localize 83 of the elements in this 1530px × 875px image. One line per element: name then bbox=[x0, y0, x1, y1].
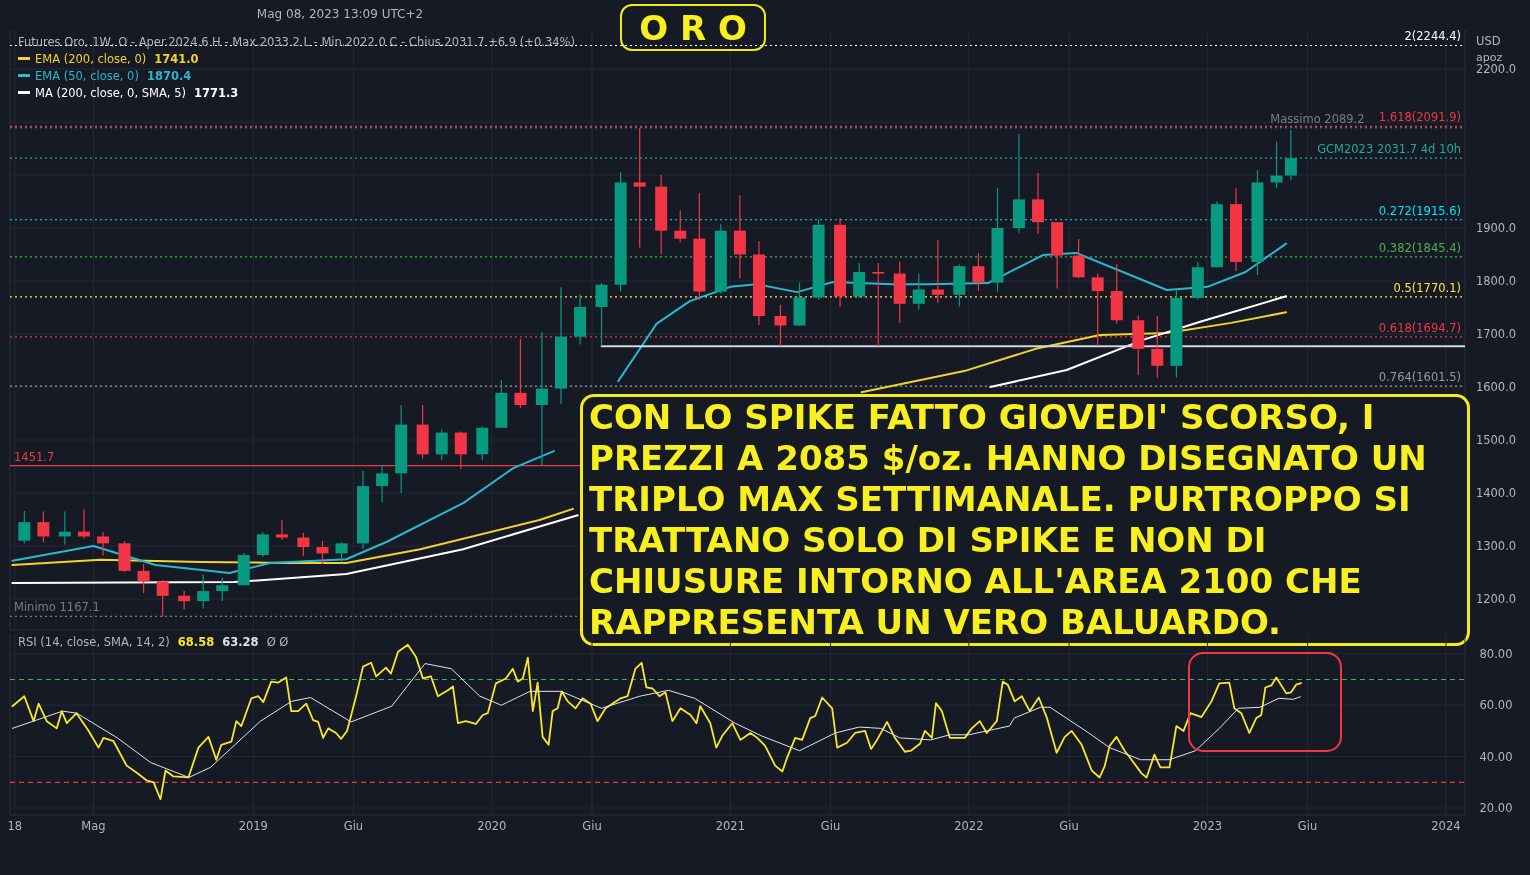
candlestick bbox=[1072, 238, 1085, 279]
y-tick-label: 1200.0 bbox=[1475, 592, 1517, 606]
candlestick bbox=[37, 510, 50, 543]
x-tick-label: Giu bbox=[820, 819, 841, 833]
candlestick bbox=[595, 282, 608, 347]
y-tick-label: 20.00 bbox=[1479, 801, 1513, 816]
ref-line-label: 0.272(1915.6) bbox=[1378, 203, 1461, 218]
legend-label: MA (200, close, 0, SMA, 5) bbox=[35, 86, 186, 100]
annotation: 68.58 bbox=[177, 635, 215, 649]
candlestick bbox=[1284, 129, 1297, 181]
y-tick-label: 1900.0 bbox=[1475, 221, 1517, 235]
candlestick bbox=[633, 127, 646, 249]
annotation: CON LO SPIKE FATTO GIOVEDI' SCORSO, I PREZZI A 2085 $/oz. HANNO DISEGNATO UN TRIPLO MAX SETTIMANALE. PURTROPPO SI TRATTANO SOLO DI SPIKE E NON DI CHIUSURE INTORNO ALL'AREA 2100 CHE RAPPRESENTA UN VERO BALUARDO. bbox=[580, 394, 1470, 646]
x-tick-label: Giu bbox=[582, 819, 602, 833]
text: Mag 08, 2023 13:09 UTC+2 bbox=[256, 7, 424, 21]
annotation: 63.28 bbox=[222, 635, 259, 649]
candlestick bbox=[275, 519, 288, 541]
candlestick bbox=[316, 540, 329, 565]
candlestick bbox=[335, 541, 348, 564]
x-tick-label: Giu bbox=[1297, 819, 1318, 833]
annotation: Futures Oro, 1W, O - Aper.2024.6 H - Max.2033.2 L - Min.2022.0 C - Chius.2031.7 +6.9 (+0.34%) bbox=[18, 35, 575, 49]
candlestick bbox=[156, 579, 169, 618]
text: apoz bbox=[1476, 51, 1503, 64]
x-tick-label: Giu bbox=[1059, 819, 1079, 833]
ref-line-label: Massimo 2089.2 bbox=[1270, 111, 1365, 126]
y-tick-label: 40.00 bbox=[1479, 749, 1513, 764]
y-tick-label: 1800.0 bbox=[1475, 274, 1517, 288]
chart-title: RSI (14, close, SMA, 14, 2) bbox=[18, 635, 170, 649]
chart-title: O R O bbox=[639, 8, 747, 48]
legend-label: EMA (50, close, 0) bbox=[35, 69, 139, 83]
annotation: Ø Ø bbox=[266, 635, 289, 649]
candlestick bbox=[297, 532, 310, 557]
candlestick bbox=[18, 510, 31, 544]
x-tick-label: 2020 bbox=[477, 819, 507, 833]
x-tick-label: 2023 bbox=[1192, 819, 1223, 833]
candlestick bbox=[972, 252, 985, 292]
line-series bbox=[11, 663, 1301, 778]
candlestick bbox=[674, 209, 687, 243]
candlestick bbox=[733, 194, 746, 279]
text: USD bbox=[1476, 34, 1501, 48]
x-tick-label: 2022 bbox=[954, 819, 984, 833]
candlestick bbox=[1091, 272, 1104, 347]
ref-line-label: GCM2023 2031.7 4d 10h bbox=[1317, 142, 1461, 157]
ref-line-label: 1.618(2091.9) bbox=[1378, 110, 1461, 125]
x-tick-label: 18 bbox=[7, 819, 23, 833]
candlestick bbox=[97, 531, 110, 557]
candlestick bbox=[931, 239, 944, 304]
x-tick-label: 2019 bbox=[238, 819, 268, 833]
ref-line-label: 1451.7 bbox=[14, 449, 55, 464]
ref-line-label: 0.5(1770.1) bbox=[1393, 280, 1461, 295]
y-tick-label: 80.00 bbox=[1479, 646, 1513, 661]
ref-line-label: 2(2244.4) bbox=[1404, 29, 1461, 44]
y-tick-label: 60.00 bbox=[1479, 698, 1513, 713]
candlestick bbox=[435, 428, 448, 461]
x-tick-label: 2021 bbox=[715, 819, 745, 833]
ref-line-label: 0.764(1601.5) bbox=[1378, 370, 1461, 385]
ref-line-label: 0.382(1845.4) bbox=[1378, 240, 1461, 255]
y-tick-label: 1400.0 bbox=[1475, 486, 1517, 500]
annotation: 1741.0 bbox=[154, 52, 199, 66]
candlestick bbox=[197, 574, 210, 610]
candlestick bbox=[535, 331, 548, 467]
ref-line-label: Minimo 1167.1 bbox=[14, 600, 100, 615]
legend-label: EMA (200, close, 0) bbox=[35, 52, 147, 66]
x-tick-label: Giu bbox=[343, 819, 364, 833]
y-tick-label: 1300.0 bbox=[1475, 539, 1517, 553]
annotation: 1771.3 bbox=[193, 86, 239, 100]
y-tick-label: 2200.0 bbox=[1475, 62, 1517, 77]
y-tick-label: 1500.0 bbox=[1475, 433, 1517, 447]
candlestick bbox=[256, 531, 269, 558]
candlestick bbox=[376, 464, 389, 504]
candlestick bbox=[137, 563, 150, 594]
x-tick-label: Mag bbox=[81, 819, 106, 833]
ref-line-label: 0.618(1694.7) bbox=[1378, 320, 1461, 335]
x-tick-label: 2024 bbox=[1431, 819, 1461, 833]
candlestick bbox=[912, 272, 925, 311]
candlestick bbox=[514, 338, 527, 409]
annotation: 1870.4 bbox=[146, 69, 192, 83]
candlestick bbox=[216, 577, 229, 602]
candlestick bbox=[1032, 172, 1045, 235]
candlestick bbox=[178, 590, 191, 611]
y-tick-label: 1700.0 bbox=[1475, 327, 1517, 341]
candlestick bbox=[1151, 315, 1164, 379]
y-tick-label: 1600.0 bbox=[1475, 380, 1517, 394]
